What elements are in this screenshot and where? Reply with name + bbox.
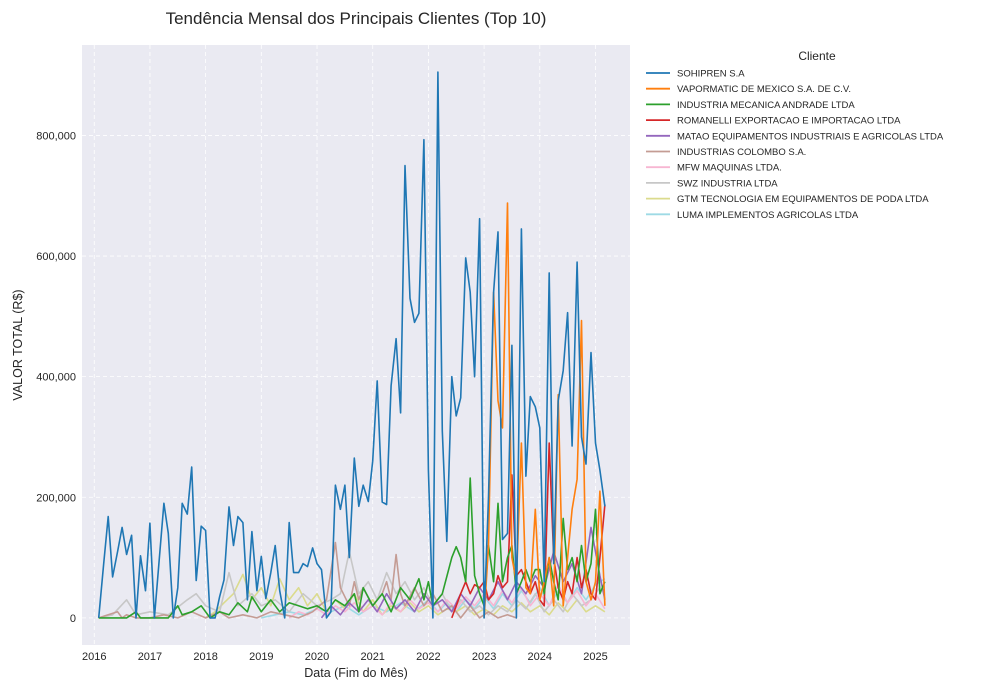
y-tick-label: 800,000 <box>36 130 76 142</box>
plot-area <box>82 45 630 645</box>
series-line <box>97 71 606 619</box>
x-axis-ticks: 2016 2017 2018 2019 2020 2021 2022 2023 2024 2025 <box>82 651 608 663</box>
y-tick-label: 600,000 <box>36 251 76 263</box>
legend-label: MFW MAQUINAS LTDA. <box>677 163 782 174</box>
y-tick-label: 200,000 <box>36 492 76 504</box>
x-tick-label: 2020 <box>305 651 329 663</box>
series-lines <box>97 71 606 619</box>
x-tick-label: 2018 <box>193 651 217 663</box>
x-tick-label: 2022 <box>416 651 440 663</box>
grid-lines <box>82 45 630 645</box>
series-line <box>98 550 601 619</box>
legend-label: LUMA IMPLEMENTOS AGRICOLAS LTDA <box>677 210 859 221</box>
y-axis-title: VALOR TOTAL (R$) <box>11 289 25 400</box>
legend-label: MATAO EQUIPAMENTOS INDUSTRIAIS E AGRICOL… <box>677 131 944 142</box>
x-tick-label: 2016 <box>82 651 106 663</box>
y-axis-ticks: 0 200,000 400,000 600,000 800,000 <box>36 130 76 624</box>
legend-label: ROMANELLI EXPORTACAO E IMPORTACAO LTDA <box>677 116 901 127</box>
y-tick-label: 0 <box>70 613 76 625</box>
x-tick-label: 2023 <box>472 651 496 663</box>
x-tick-label: 2017 <box>138 651 162 663</box>
x-tick-label: 2019 <box>249 651 273 663</box>
legend-label: GTM TECNOLOGIA EM EQUIPAMENTOS DE PODA L… <box>677 194 929 205</box>
y-tick-label: 400,000 <box>36 372 76 384</box>
chart-title: Tendência Mensal dos Principais Clientes… <box>166 9 547 28</box>
legend-label: SWZ INDUSTRIA LTDA <box>677 178 778 189</box>
series-line <box>288 583 606 619</box>
x-tick-label: 2024 <box>528 651 552 663</box>
legend-label: VAPORMATIC DE MEXICO S.A. DE C.V. <box>677 84 851 95</box>
x-tick-label: 2025 <box>583 651 607 663</box>
legend-label: SOHIPREN S.A <box>677 69 745 80</box>
legend: Cliente SOHIPREN S.A VAPORMATIC DE MEXICO… <box>646 49 944 221</box>
legend-title: Cliente <box>798 49 836 63</box>
legend-items: SOHIPREN S.A VAPORMATIC DE MEXICO S.A. DE… <box>646 69 944 221</box>
x-axis-title: Data (Fim do Mês) <box>304 666 408 680</box>
legend-label: INDUSTRIA MECANICA ANDRADE LTDA <box>677 100 855 111</box>
legend-label: INDUSTRIAS COLOMBO S.A. <box>677 147 806 158</box>
x-tick-label: 2021 <box>360 651 384 663</box>
